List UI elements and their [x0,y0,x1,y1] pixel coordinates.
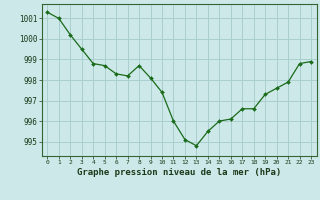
X-axis label: Graphe pression niveau de la mer (hPa): Graphe pression niveau de la mer (hPa) [77,168,281,177]
